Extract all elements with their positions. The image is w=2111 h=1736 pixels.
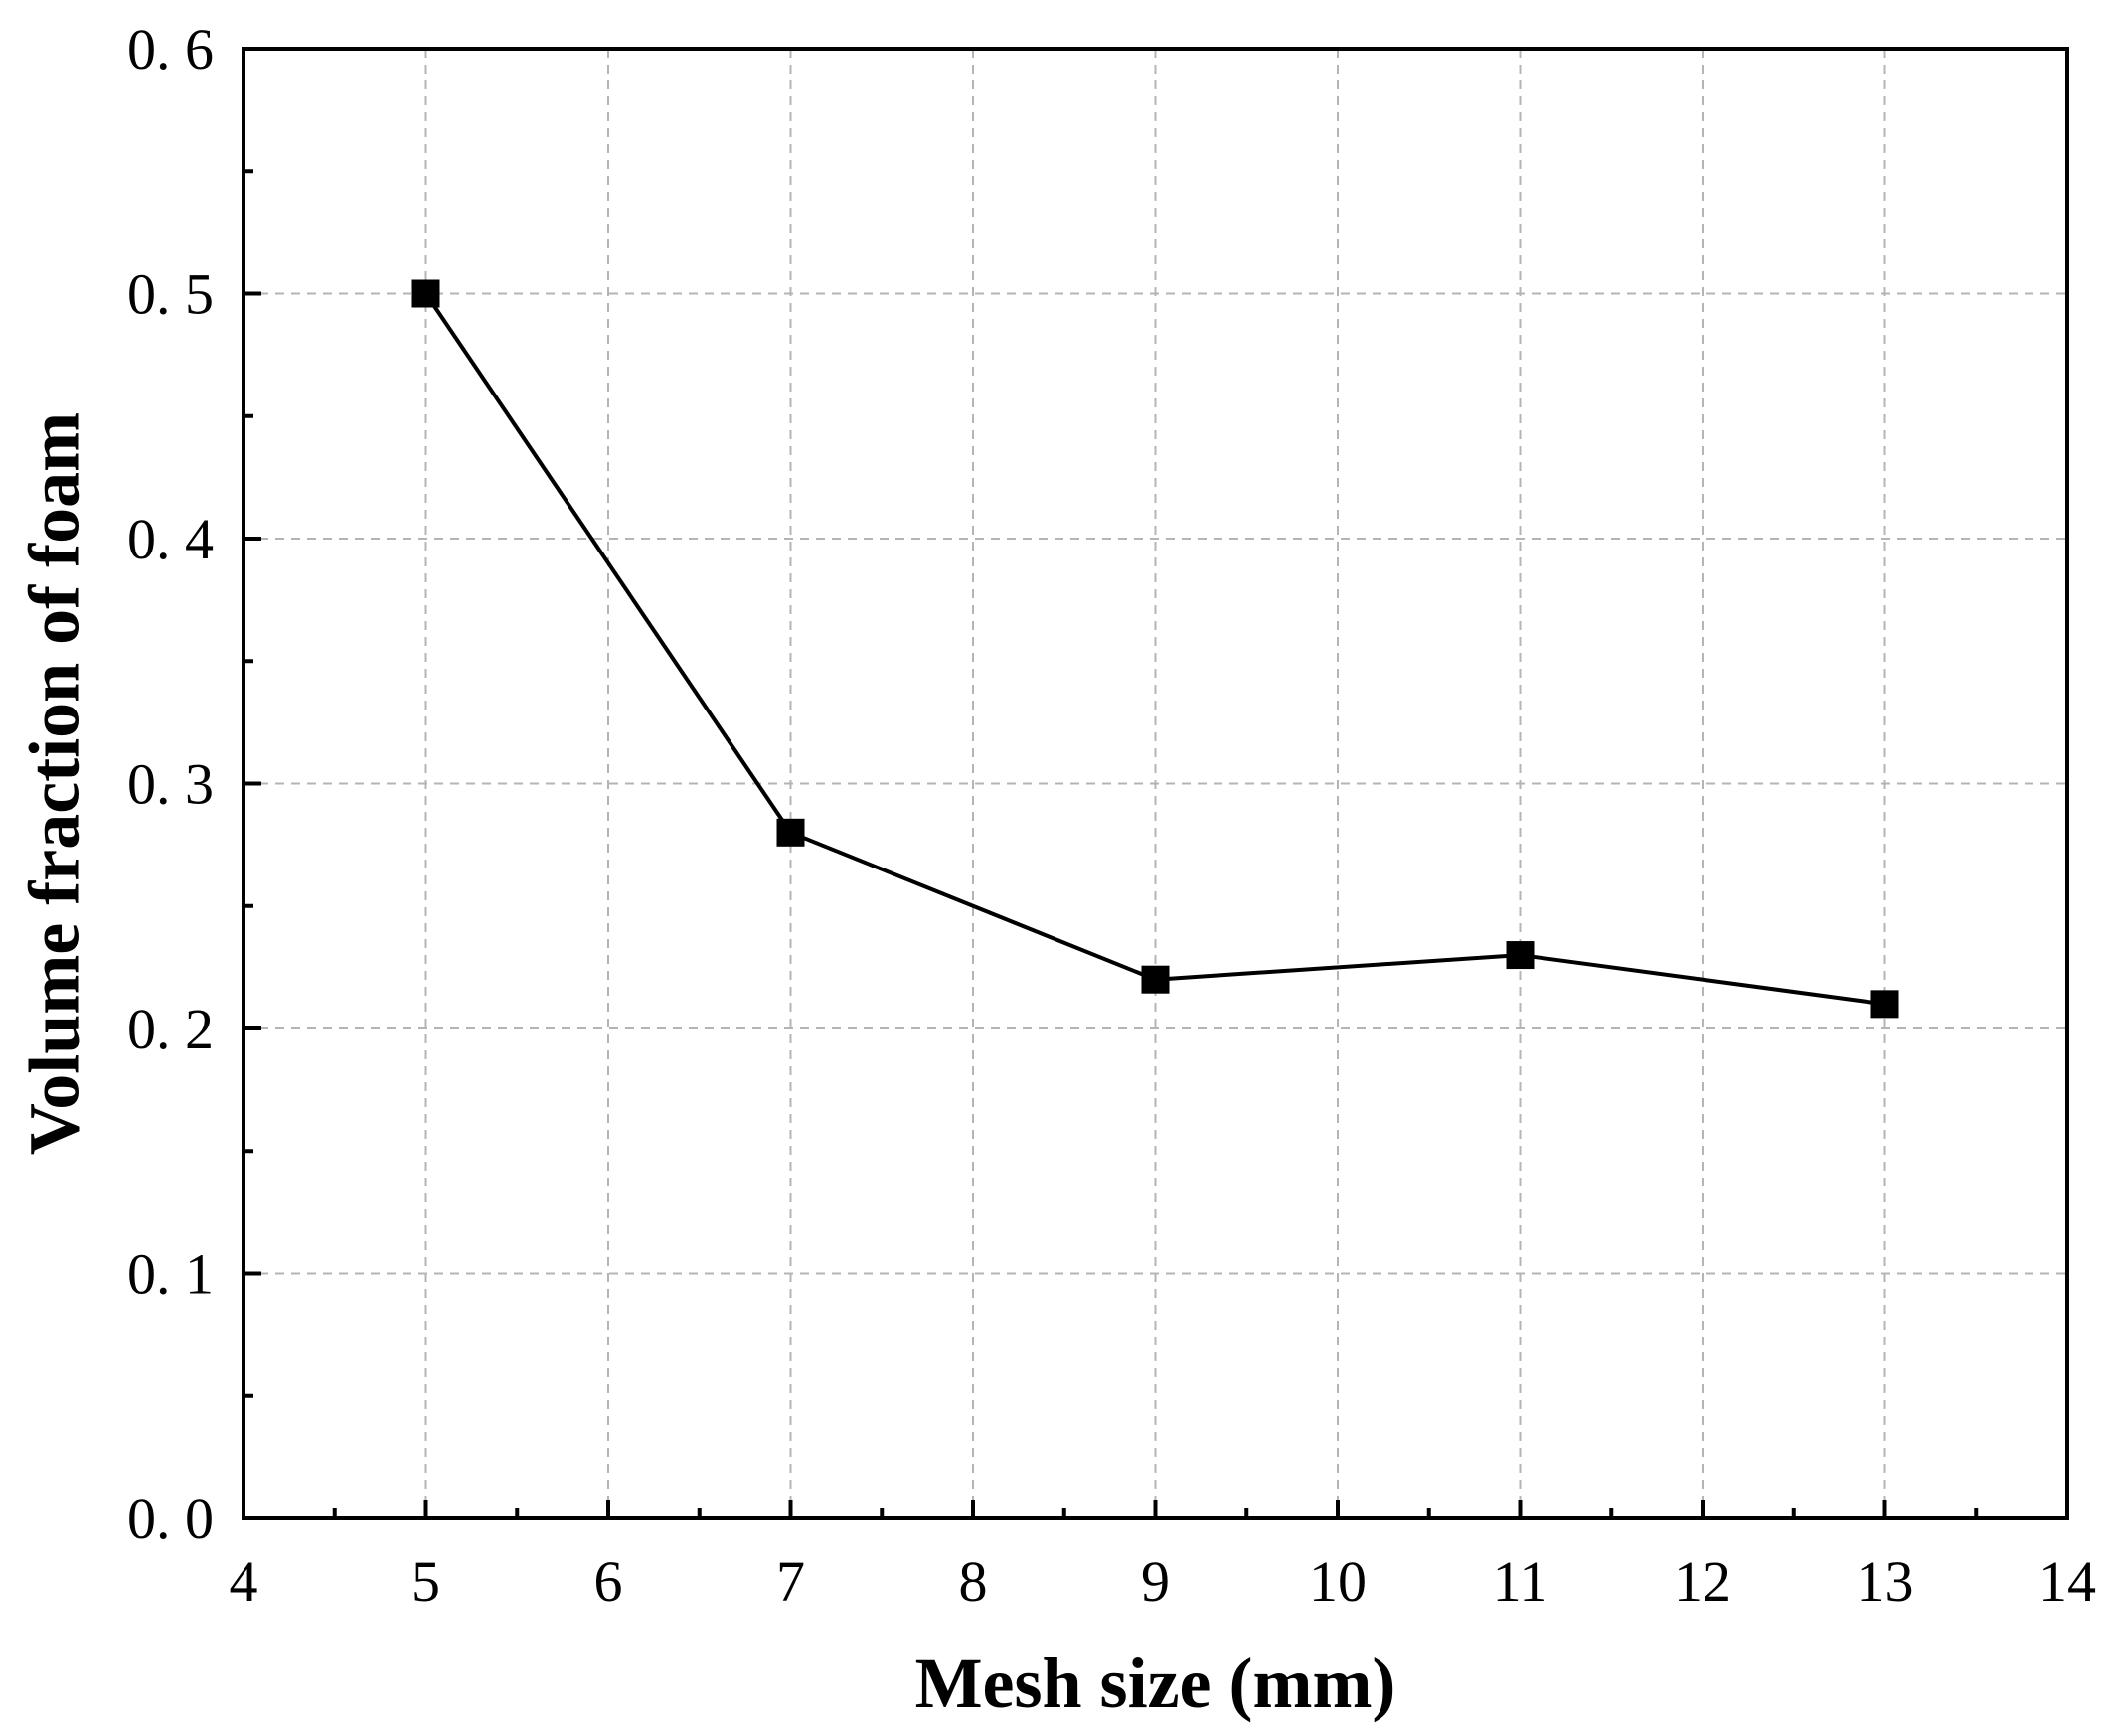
data-point-marker xyxy=(776,818,805,847)
x-tick-label: 10 xyxy=(1309,1549,1367,1614)
x-tick-label: 9 xyxy=(1141,1549,1170,1614)
y-tick-label: 0. 5 xyxy=(127,262,214,327)
tick-labels: 4 5 6 7 8 9 10 11 12 13 14 0. 0 0. 1 0. 2 0. 3 0. 4 0. 5… xyxy=(127,17,2096,1614)
x-tick-label: 7 xyxy=(776,1549,805,1614)
data-point-marker xyxy=(411,279,440,308)
y-tick-label: 0. 1 xyxy=(127,1242,214,1307)
y-tick-label: 0. 2 xyxy=(127,997,214,1061)
x-tick-label: 13 xyxy=(1857,1549,1914,1614)
axis-ticks xyxy=(242,47,2069,1520)
x-tick-label: 6 xyxy=(594,1549,623,1614)
data-point-marker xyxy=(1506,941,1535,970)
y-tick-label: 0. 6 xyxy=(127,17,214,81)
x-axis-title: Mesh size (mm) xyxy=(915,1644,1396,1723)
x-tick-label: 12 xyxy=(1674,1549,1731,1614)
y-tick-label: 0. 3 xyxy=(127,752,214,817)
x-tick-label: 5 xyxy=(411,1549,440,1614)
y-tick-label: 0. 4 xyxy=(127,507,214,571)
grid xyxy=(244,49,2067,1518)
x-tick-label: 4 xyxy=(230,1549,258,1614)
y-axis-title: Volume fraction of foam xyxy=(15,412,94,1155)
x-tick-label: 14 xyxy=(2038,1549,2096,1614)
data-series xyxy=(411,279,1899,1019)
x-tick-label: 8 xyxy=(959,1549,988,1614)
data-point-marker xyxy=(1870,990,1899,1019)
data-point-marker xyxy=(1141,965,1170,994)
x-tick-label: 11 xyxy=(1493,1549,1548,1614)
y-tick-label: 0. 0 xyxy=(127,1487,214,1551)
